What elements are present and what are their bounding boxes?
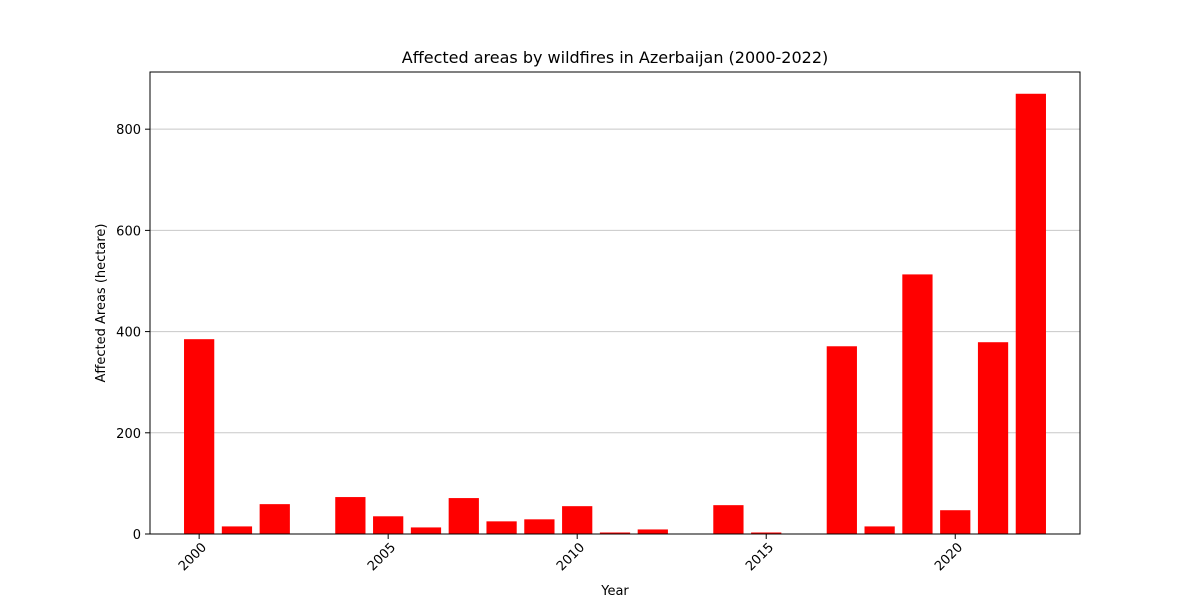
y-axis: 0 200 400 600 800	[116, 123, 150, 543]
y-tick-label: 0	[133, 528, 141, 543]
x-axis-label: Year	[600, 584, 629, 599]
x-axis: 2000 2005 2010 2015 2020	[176, 534, 966, 574]
y-tick-label: 400	[116, 326, 141, 341]
plot-frame	[149, 71, 1081, 535]
x-tick-label: 2015	[743, 540, 777, 574]
bar-2015	[751, 532, 782, 534]
bar-2002	[259, 504, 290, 534]
y-axis-label: Affected Areas (hectare)	[94, 224, 109, 383]
gridlines	[150, 128, 1080, 434]
y-tick-label: 600	[116, 224, 141, 239]
bar-2007	[448, 498, 479, 534]
bar-2022	[1015, 93, 1046, 534]
bar-2000	[184, 339, 215, 534]
bar-2006	[410, 527, 442, 534]
bar-2012	[637, 529, 668, 534]
bar-2001	[221, 526, 253, 534]
bar-2008	[486, 521, 517, 534]
bar-2009	[524, 519, 555, 534]
chart-title: Affected areas by wildfires in Azerbaija…	[402, 48, 829, 67]
bar-2021	[977, 342, 1009, 534]
bar-2019	[902, 274, 933, 534]
bar-2018	[864, 526, 895, 534]
x-tick-label: 2005	[365, 540, 399, 574]
x-tick-label: 2020	[932, 540, 966, 574]
bar-2010	[562, 506, 593, 534]
y-tick-label: 800	[116, 123, 141, 138]
bars	[184, 93, 1046, 534]
bar-2014	[713, 505, 744, 534]
bar-2017	[826, 346, 857, 534]
bar-2004	[335, 497, 366, 534]
bar-2011	[599, 532, 631, 534]
y-tick-label: 200	[116, 427, 141, 442]
x-tick-label: 2010	[554, 540, 588, 574]
bar-2005	[373, 516, 404, 534]
bar-2020	[940, 510, 971, 534]
x-tick-label: 2000	[176, 540, 210, 574]
